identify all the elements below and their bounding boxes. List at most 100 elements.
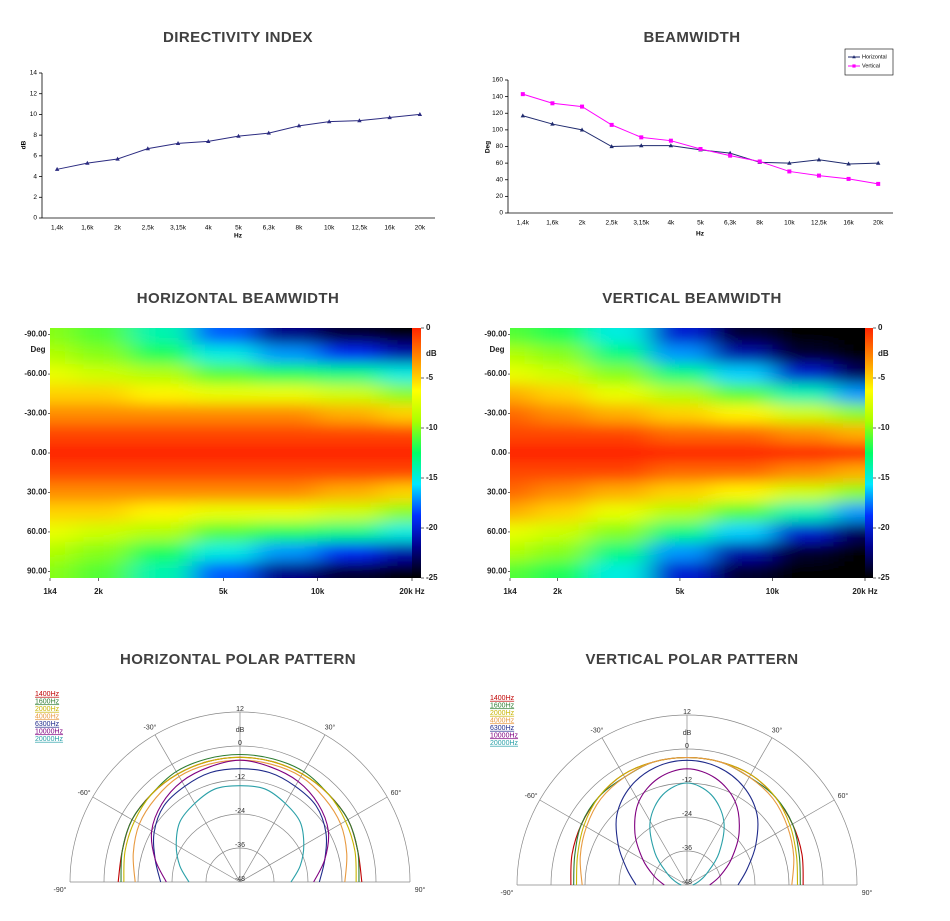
heat-cell	[74, 364, 130, 385]
x-tick-label: 16k	[384, 225, 395, 232]
marker	[609, 144, 614, 149]
heat-cell	[649, 403, 712, 424]
heat-cell	[317, 364, 381, 385]
radial-tick-label: -12	[235, 774, 245, 781]
heat-cell	[711, 443, 773, 464]
x-tick-label: 10k	[766, 587, 780, 596]
heat-cell	[772, 344, 835, 365]
heat-cell	[255, 443, 319, 464]
marker	[326, 119, 332, 124]
polar-curve	[120, 753, 360, 883]
heat-cell	[649, 482, 712, 503]
heat-cell	[833, 423, 865, 444]
radial-tick-label: -48	[235, 876, 245, 883]
angle-label: 90°	[415, 886, 426, 894]
radial-tick-label: -12	[682, 777, 692, 784]
radial-tick-label: 0	[238, 740, 242, 747]
x-tick-label: 1,4k	[51, 225, 64, 232]
heat-cell	[380, 502, 412, 523]
polar-curve	[634, 768, 740, 886]
y-tick-label: -60.00	[484, 369, 507, 378]
heat-cell	[255, 522, 319, 543]
colorbar	[865, 328, 873, 578]
marker	[816, 173, 821, 178]
grid-spoke	[601, 737, 688, 886]
series-line	[522, 115, 879, 165]
heat-cell	[74, 423, 130, 444]
heat-cell	[711, 561, 773, 578]
marker	[787, 169, 792, 174]
y-tick-label: 120	[492, 110, 503, 117]
legend-label: 1600Hz	[490, 702, 515, 709]
heat-cell	[833, 522, 865, 543]
heat-cell	[587, 522, 650, 543]
heat-cell	[50, 383, 75, 405]
heat-cell	[129, 482, 193, 503]
heat-cell	[649, 462, 712, 484]
heat-cell	[129, 364, 193, 385]
heat-cell	[191, 502, 256, 523]
heat-cell	[649, 502, 712, 523]
heat-cell	[587, 344, 650, 365]
marker	[387, 115, 392, 120]
y-tick-label: -90.00	[484, 330, 507, 339]
heat-cell	[50, 561, 75, 578]
y-axis-label: Deg	[489, 345, 504, 354]
heat-cell	[317, 344, 381, 365]
marker	[668, 143, 674, 148]
heat-cell	[649, 522, 712, 543]
grid-spoke	[539, 799, 688, 886]
heat-cell	[380, 541, 412, 563]
grid-spoke	[686, 799, 835, 886]
heat-cell	[255, 482, 319, 503]
x-tick-label: 5k	[675, 587, 684, 596]
heat-cell	[510, 364, 535, 385]
marker	[639, 135, 644, 140]
heatmap-cells	[50, 328, 412, 578]
heat-cell	[191, 364, 256, 385]
heat-cell	[255, 561, 319, 578]
heat-cell	[255, 541, 319, 563]
heat-cell	[380, 423, 412, 444]
radial-axis-label: dB	[236, 727, 245, 734]
heat-cell	[380, 522, 412, 543]
legend-label: 6300Hz	[35, 721, 60, 728]
heat-cell	[510, 403, 535, 424]
heat-cell	[317, 328, 381, 345]
heat-cell	[533, 423, 589, 444]
heat-cell	[833, 344, 865, 365]
y-tick-label: 0.00	[491, 448, 507, 457]
heat-cell	[74, 344, 130, 365]
colorbar-tick-label: -10	[878, 423, 890, 432]
polar-curve	[152, 768, 328, 883]
heat-cell	[587, 364, 650, 385]
colorbar-tick-label: -5	[426, 373, 434, 382]
heat-cell	[833, 364, 865, 385]
colorbar-tick-label: 0	[426, 323, 431, 332]
polar-curve	[649, 782, 725, 886]
legend-label: 20000Hz	[490, 740, 519, 747]
heat-cell	[510, 328, 535, 345]
colorbar-tick-label: 0	[878, 323, 883, 332]
heat-cell	[510, 443, 535, 464]
heat-cell	[772, 561, 835, 578]
colorbar-label: dB	[426, 349, 437, 358]
heat-cell	[711, 328, 773, 345]
heat-cell	[533, 561, 589, 578]
heat-cell	[649, 561, 712, 578]
colorbar-tick-label: -25	[878, 573, 890, 582]
y-axis-label: Deg	[30, 345, 45, 354]
heat-cell	[50, 522, 75, 543]
heat-cell	[772, 383, 835, 405]
heat-cell	[711, 482, 773, 503]
heat-cell	[191, 482, 256, 503]
legend-label: Horizontal	[862, 54, 887, 60]
heat-cell	[191, 561, 256, 578]
grid-spoke	[239, 734, 326, 883]
heat-cell	[380, 443, 412, 464]
y-axis-label: dB	[21, 140, 28, 149]
x-tick-label: 1,4k	[517, 220, 530, 227]
marker	[115, 156, 120, 161]
heat-cell	[317, 383, 381, 405]
